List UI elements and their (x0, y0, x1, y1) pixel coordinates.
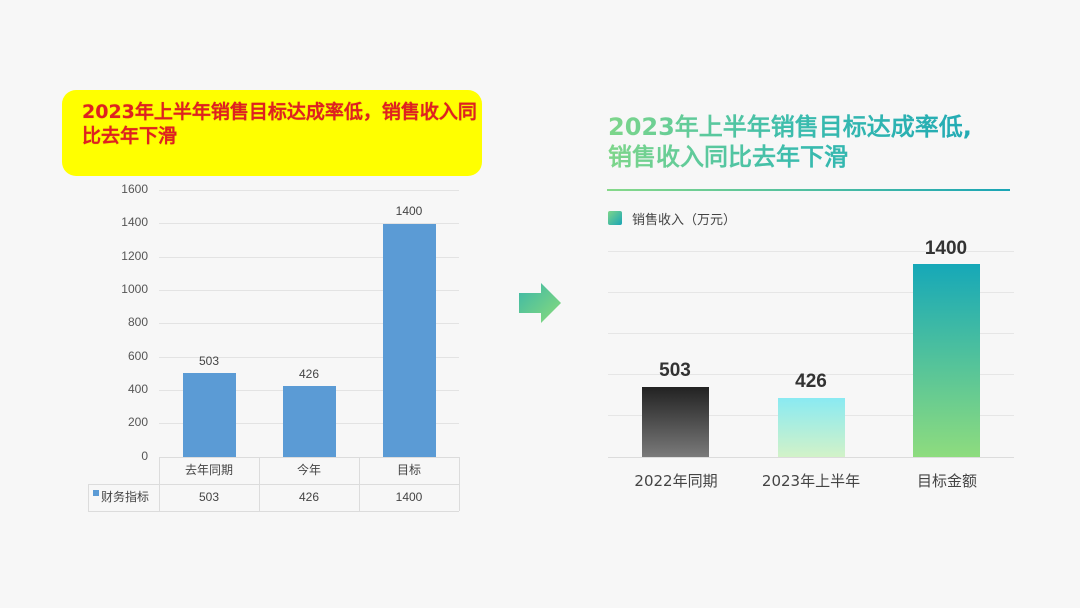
right-arrow-icon (519, 283, 561, 325)
bar-value-label: 503 (198, 354, 220, 368)
legend-swatch (93, 490, 99, 496)
y-tick: 600 (127, 349, 148, 363)
x-category-label: 2022年同期 (634, 472, 718, 490)
gridline (159, 223, 459, 224)
bar-this-year (283, 386, 336, 457)
bar-2023-h1 (778, 398, 845, 457)
table-border (159, 457, 160, 511)
y-tick: 400 (127, 382, 148, 396)
y-tick: 800 (127, 315, 148, 329)
y-tick: 200 (127, 415, 148, 429)
gridline (608, 251, 1014, 252)
table-border (88, 484, 459, 485)
table-cell: 503 (198, 490, 220, 504)
bar-target (383, 224, 436, 457)
table-header: 今年 (296, 463, 321, 477)
table-cell: 1400 (395, 490, 423, 504)
y-tick: 1400 (121, 215, 148, 229)
x-category-label: 目标金额 (916, 472, 977, 490)
gridline (159, 323, 459, 324)
bar-value-label: 426 (298, 367, 320, 381)
gridline (608, 292, 1014, 293)
bar-value-label: 1400 (924, 238, 968, 259)
x-category-label: 2023年上半年 (761, 472, 861, 490)
legend-swatch (608, 211, 622, 225)
y-tick: 0 (141, 449, 148, 463)
table-border (459, 457, 460, 511)
bar-value-label: 426 (795, 371, 827, 392)
gridline (159, 190, 459, 191)
chart-title: 2023年上半年销售目标达成率低, 销售收入同比去年下滑 (608, 112, 1028, 172)
table-header: 目标 (396, 463, 421, 477)
x-axis (608, 457, 1014, 458)
gridline (159, 357, 459, 358)
bar-2022 (642, 387, 709, 457)
gridline (159, 257, 459, 258)
gridline (608, 374, 1014, 375)
callout-box: 2023年上半年销售目标达成率低，销售收入同比去年下滑 (62, 90, 482, 176)
table-cell: 426 (298, 490, 320, 504)
bar-value-label: 503 (659, 360, 691, 381)
callout-text: 2023年上半年销售目标达成率低，销售收入同比去年下滑 (82, 101, 477, 147)
y-tick: 1000 (121, 282, 148, 296)
chart-title-line2: 销售收入同比去年下滑 (608, 143, 848, 171)
y-tick: 1600 (121, 182, 148, 196)
table-border (88, 484, 89, 511)
chart-title-line1: 2023年上半年销售目标达成率低, (608, 113, 972, 141)
table-border (88, 511, 459, 512)
bar-target-amount (913, 264, 980, 457)
title-divider (607, 189, 1010, 191)
table-border (259, 457, 260, 511)
bar-value-label: 1400 (395, 204, 423, 218)
table-border (159, 457, 459, 458)
bar-last-year (183, 373, 236, 457)
table-header: 去年同期 (184, 463, 233, 477)
y-tick: 1200 (121, 249, 148, 263)
table-border (359, 457, 360, 511)
table-series-name: 财务指标 (101, 490, 150, 504)
gridline (159, 290, 459, 291)
legend-label: 销售收入（万元） (632, 213, 737, 228)
gridline (608, 333, 1014, 334)
